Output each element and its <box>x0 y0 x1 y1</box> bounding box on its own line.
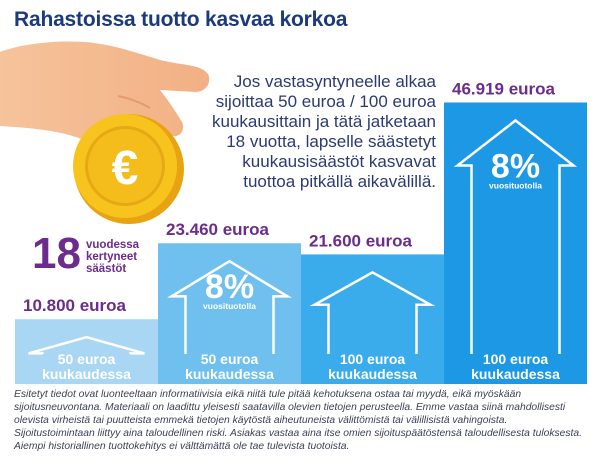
value-label-4: 46.919 euroa <box>452 79 556 98</box>
growth-arrow-icon <box>309 270 436 354</box>
category-label-1: 50 euroa <box>58 351 116 367</box>
euro-symbol: € <box>112 142 139 195</box>
return-pct-label: 8% <box>205 268 254 306</box>
return-pct-label: 8% <box>491 147 540 185</box>
kpi-label: vuodessa kertyneet säästöt <box>86 239 140 275</box>
page-title: Rahastoissa tuotto kasvaa korkoa <box>14 8 348 31</box>
category-label-4: 100 euroa <box>483 351 549 367</box>
return-text-label: vuosituotolla <box>489 180 542 190</box>
intro-text: Jos vastasyntyneelle alkaa sijoittaa 50 … <box>212 72 436 191</box>
category-label-3: 100 euroa <box>340 351 406 367</box>
category-label-4: kuukaudessa <box>471 366 560 382</box>
value-label-1: 10.800 euroa <box>23 296 127 315</box>
category-label-1: kuukaudessa <box>42 366 131 382</box>
disclaimer-text: Esitetyt tiedot ovat luonteeltaan inform… <box>14 389 582 452</box>
growth-arrow-icon <box>28 335 145 355</box>
return-text-label: vuosituotolla <box>203 301 256 311</box>
value-label-3: 21.600 euroa <box>309 231 413 250</box>
growth-arrow-icon <box>453 118 578 354</box>
category-label-2: kuukaudessa <box>185 366 274 382</box>
bar-2 <box>158 243 301 384</box>
euro-coin-icon: € <box>73 114 184 224</box>
category-label-3: kuukaudessa <box>328 366 417 382</box>
growth-arrow-icon <box>167 259 292 354</box>
value-label-2: 23.460 euroa <box>166 220 270 239</box>
bar-4 <box>444 102 587 385</box>
bar-3 <box>301 254 444 384</box>
kpi-years: 18 <box>32 229 81 278</box>
category-label-2: 50 euroa <box>201 351 259 367</box>
